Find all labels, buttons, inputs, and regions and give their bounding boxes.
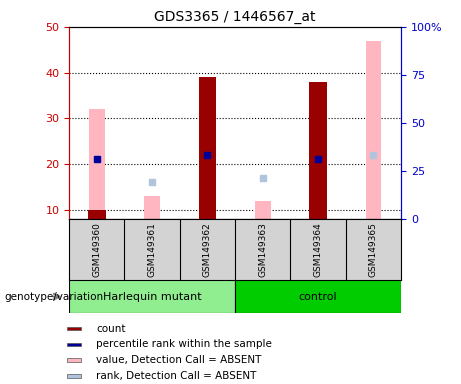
Title: GDS3365 / 1446567_at: GDS3365 / 1446567_at — [154, 10, 316, 25]
Text: value, Detection Call = ABSENT: value, Detection Call = ABSENT — [96, 355, 261, 365]
Text: percentile rank within the sample: percentile rank within the sample — [96, 339, 272, 349]
Bar — [88, 210, 106, 219]
Bar — [67, 359, 81, 362]
Text: GSM149361: GSM149361 — [148, 222, 157, 277]
Text: GSM149360: GSM149360 — [92, 222, 101, 277]
Bar — [144, 196, 160, 219]
Text: GSM149365: GSM149365 — [369, 222, 378, 277]
Bar — [67, 327, 81, 330]
Bar — [67, 374, 81, 378]
Bar — [89, 109, 105, 219]
Bar — [199, 77, 216, 219]
Text: genotype/variation: genotype/variation — [5, 291, 104, 302]
Bar — [309, 82, 327, 219]
Bar — [366, 41, 381, 219]
Bar — [255, 200, 271, 219]
Text: GSM149362: GSM149362 — [203, 222, 212, 277]
Bar — [69, 280, 235, 313]
Text: rank, Detection Call = ABSENT: rank, Detection Call = ABSENT — [96, 371, 256, 381]
Text: GSM149364: GSM149364 — [313, 222, 323, 277]
Text: Harlequin mutant: Harlequin mutant — [103, 291, 201, 302]
Text: control: control — [299, 291, 337, 302]
Bar — [67, 343, 81, 346]
Text: GSM149363: GSM149363 — [258, 222, 267, 277]
Bar — [235, 280, 401, 313]
Text: count: count — [96, 324, 125, 334]
